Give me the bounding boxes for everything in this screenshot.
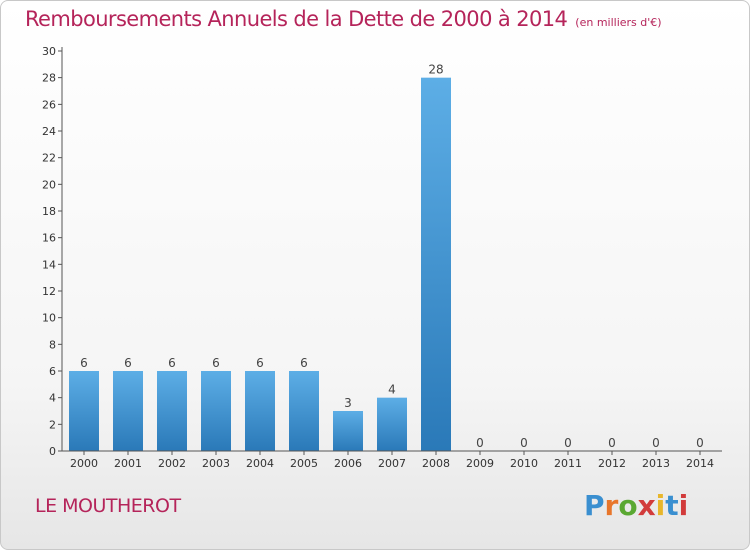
bar-value-label: 6 bbox=[256, 356, 264, 370]
x-tick-label: 2006 bbox=[334, 457, 362, 470]
x-tick-label: 2000 bbox=[70, 457, 98, 470]
y-tick-label: 28 bbox=[42, 72, 56, 85]
bar-value-label: 3 bbox=[344, 396, 352, 410]
bar-value-label: 0 bbox=[652, 436, 660, 450]
x-tick-label: 2009 bbox=[466, 457, 494, 470]
bar-value-label: 28 bbox=[428, 63, 443, 77]
logo-letter: i bbox=[678, 489, 689, 522]
bar-value-label: 6 bbox=[212, 356, 220, 370]
bar-value-label: 4 bbox=[388, 383, 396, 397]
y-tick-label: 10 bbox=[42, 312, 56, 325]
y-tick-label: 24 bbox=[42, 125, 56, 138]
y-tick-label: 14 bbox=[42, 258, 56, 271]
logo-letter: P bbox=[584, 489, 605, 522]
logo-letter: r bbox=[604, 489, 619, 522]
y-tick-label: 4 bbox=[49, 392, 56, 405]
x-tick-label: 2011 bbox=[554, 457, 582, 470]
y-tick-label: 22 bbox=[42, 152, 56, 165]
y-tick-label: 18 bbox=[42, 205, 56, 218]
chart-title: Remboursements Annuels de la Dette de 20… bbox=[25, 7, 662, 31]
commune-name: LE MOUTHEROT bbox=[35, 495, 181, 517]
x-tick-label: 2010 bbox=[510, 457, 538, 470]
bar-value-label: 0 bbox=[608, 436, 616, 450]
x-tick-label: 2012 bbox=[598, 457, 626, 470]
logo-letter: t bbox=[665, 489, 679, 522]
y-tick-label: 16 bbox=[42, 232, 56, 245]
bar bbox=[69, 371, 99, 451]
chart-title-text: Remboursements Annuels de la Dette de 20… bbox=[25, 7, 568, 31]
logo-letter: o bbox=[618, 489, 638, 522]
bar bbox=[377, 397, 407, 451]
bar-value-label: 0 bbox=[476, 436, 484, 450]
y-tick-label: 30 bbox=[42, 45, 56, 58]
x-tick-label: 2001 bbox=[114, 457, 142, 470]
bar-value-label: 0 bbox=[696, 436, 704, 450]
logo-letter: i bbox=[655, 489, 666, 522]
y-tick-label: 6 bbox=[49, 365, 56, 378]
y-tick-label: 0 bbox=[49, 445, 56, 458]
x-tick-label: 2003 bbox=[202, 457, 230, 470]
bar bbox=[289, 371, 319, 451]
x-tick-label: 2002 bbox=[158, 457, 186, 470]
y-tick-label: 8 bbox=[49, 338, 56, 351]
bar-value-label: 6 bbox=[168, 356, 176, 370]
bar bbox=[201, 371, 231, 451]
x-tick-label: 2005 bbox=[290, 457, 318, 470]
bar bbox=[157, 371, 187, 451]
chart-unit: (en milliers d'€) bbox=[575, 16, 662, 29]
y-tick-label: 20 bbox=[42, 178, 56, 191]
y-tick-label: 26 bbox=[42, 98, 56, 111]
bar-value-label: 0 bbox=[564, 436, 572, 450]
bar-value-label: 6 bbox=[300, 356, 308, 370]
bar-value-label: 6 bbox=[80, 356, 88, 370]
y-tick-label: 12 bbox=[42, 285, 56, 298]
bar bbox=[113, 371, 143, 451]
bar bbox=[245, 371, 275, 451]
bar-value-label: 6 bbox=[124, 356, 132, 370]
proxiti-logo: Proxiti bbox=[584, 489, 688, 522]
x-tick-label: 2008 bbox=[422, 457, 450, 470]
logo-letter: x bbox=[637, 489, 656, 522]
x-tick-label: 2007 bbox=[378, 457, 406, 470]
bar bbox=[333, 411, 363, 451]
bars-group: 6 6 6 6 6 6 3 4 28 0 0 0 0 0 0 bbox=[69, 63, 704, 452]
bar bbox=[421, 77, 451, 452]
x-tick-label: 2013 bbox=[642, 457, 670, 470]
x-tick-label: 2004 bbox=[246, 457, 274, 470]
x-tick-label: 2014 bbox=[686, 457, 714, 470]
bar-value-label: 0 bbox=[520, 436, 528, 450]
y-tick-label: 2 bbox=[49, 418, 56, 431]
